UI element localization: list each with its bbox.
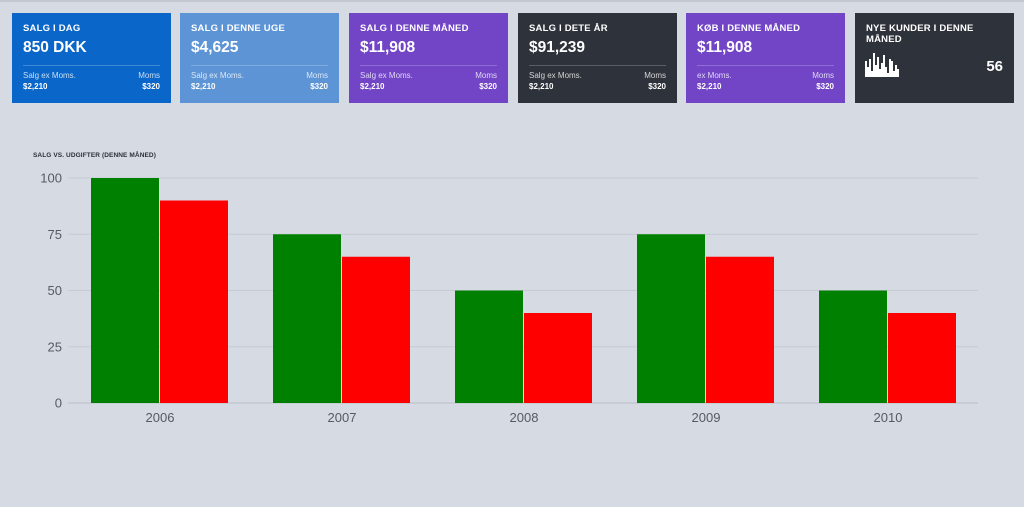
card-footer: Salg ex Moms. Moms $2,210 $320 <box>529 71 666 92</box>
sparkline-bar <box>865 61 867 77</box>
card-new-customers[interactable]: NYE KUNDER I DENNE MÅNED 56 <box>855 13 1014 103</box>
card-title: SALG I DAG <box>23 23 81 34</box>
bar <box>455 290 523 403</box>
left-label: ex Moms. <box>697 71 732 80</box>
sparkline-bar <box>891 61 893 77</box>
sparkline-bar <box>873 53 875 77</box>
bar <box>91 178 159 403</box>
left-value: $2,210 <box>360 82 385 91</box>
left-label: Salg ex Moms. <box>529 71 582 80</box>
right-label: Moms <box>306 71 328 80</box>
card-divider <box>23 65 160 66</box>
bar <box>273 234 341 403</box>
card-sales-month[interactable]: SALG I DENNE MÅNED $11,908 Salg ex Moms.… <box>349 13 508 103</box>
left-value: $2,210 <box>191 82 216 91</box>
bar <box>637 234 705 403</box>
sparkline-bar <box>897 69 899 77</box>
card-divider <box>360 65 497 66</box>
card-value: 850 DKK <box>23 39 87 56</box>
x-tick-label: 2008 <box>510 410 539 425</box>
card-footer: Salg ex Moms. Moms $2,210 $320 <box>360 71 497 92</box>
y-tick-label: 25 <box>48 339 62 354</box>
sparkline-bar <box>867 67 869 77</box>
sparkline-bar <box>883 55 885 77</box>
card-footer: Salg ex Moms. Moms $2,210 $320 <box>23 71 160 92</box>
x-tick-label: 2006 <box>146 410 175 425</box>
right-label: Moms <box>138 71 160 80</box>
top-border <box>0 0 1024 2</box>
card-sales-week[interactable]: SALG I DENNE UGE $4,625 Salg ex Moms. Mo… <box>180 13 339 103</box>
y-tick-label: 50 <box>48 283 62 298</box>
left-label: Salg ex Moms. <box>360 71 413 80</box>
sparkline-bar <box>869 59 871 77</box>
sales-vs-expenses-chart: 0 25 50 75 100 2006 2007 2008 2009 2010 <box>40 171 978 425</box>
left-label: Salg ex Moms. <box>23 71 76 80</box>
card-footer: ex Moms. Moms $2,210 $320 <box>697 71 834 92</box>
card-title: NYE KUNDER I DENNE MÅNED <box>866 23 974 45</box>
right-value: $320 <box>648 82 666 91</box>
card-divider <box>191 65 328 66</box>
card-value: $11,908 <box>697 39 753 56</box>
bar <box>524 313 592 403</box>
sparkline-bar <box>881 63 883 77</box>
sparkline-bar <box>871 71 873 77</box>
sparkline-bar <box>893 71 895 77</box>
x-tick-label: 2007 <box>328 410 357 425</box>
bar <box>342 256 410 403</box>
card-title: KØB I DENNE MÅNED <box>697 23 801 34</box>
left-label: Salg ex Moms. <box>191 71 244 80</box>
x-tick-label: 2010 <box>874 410 903 425</box>
left-value: $2,210 <box>697 82 722 91</box>
card-value: $11,908 <box>360 39 416 56</box>
right-value: $320 <box>142 82 160 91</box>
card-value: $91,239 <box>529 39 586 56</box>
x-tick-label: 2009 <box>692 410 721 425</box>
left-value: $2,210 <box>23 82 48 91</box>
card-footer: Salg ex Moms. Moms $2,210 $320 <box>191 71 328 92</box>
sparkline-bar <box>877 57 879 77</box>
card-sales-year[interactable]: SALG I DETE ÅR $91,239 Salg ex Moms. Mom… <box>518 13 677 103</box>
sparkline-bar <box>889 59 891 77</box>
right-value: $320 <box>816 82 834 91</box>
left-value: $2,210 <box>529 82 554 91</box>
right-label: Moms <box>812 71 834 80</box>
bar <box>160 200 228 403</box>
bar <box>819 290 887 403</box>
right-label: Moms <box>475 71 497 80</box>
card-purchases-month[interactable]: KØB I DENNE MÅNED $11,908 ex Moms. Moms … <box>686 13 845 103</box>
y-tick-label: 100 <box>40 171 62 186</box>
chart-title: SALG VS. UDGIFTER (DENNE MÅNED) <box>33 152 156 159</box>
sparkline-bar <box>895 65 897 77</box>
card-sales-today[interactable]: SALG I DAG 850 DKK Salg ex Moms. Moms $2… <box>12 13 171 103</box>
right-value: $320 <box>310 82 328 91</box>
card-divider <box>529 65 666 66</box>
card-title: SALG I DETE ÅR <box>529 23 608 34</box>
card-title: SALG I DENNE UGE <box>191 23 285 34</box>
right-label: Moms <box>644 71 666 80</box>
sparkline-bar <box>887 73 889 77</box>
y-tick-label: 0 <box>55 396 62 411</box>
sparkline-bar <box>879 69 881 77</box>
bar <box>706 256 774 403</box>
sparkline-bar <box>875 65 877 77</box>
summary-cards: SALG I DAG 850 DKK Salg ex Moms. Moms $2… <box>12 13 1014 103</box>
card-value: $4,625 <box>191 39 239 56</box>
customers-count: 56 <box>986 58 1003 75</box>
right-value: $320 <box>479 82 497 91</box>
bar <box>888 313 956 403</box>
card-title: SALG I DENNE MÅNED <box>360 23 469 34</box>
card-divider <box>697 65 834 66</box>
sparkline-bar <box>885 67 887 77</box>
y-tick-label: 75 <box>48 227 62 242</box>
